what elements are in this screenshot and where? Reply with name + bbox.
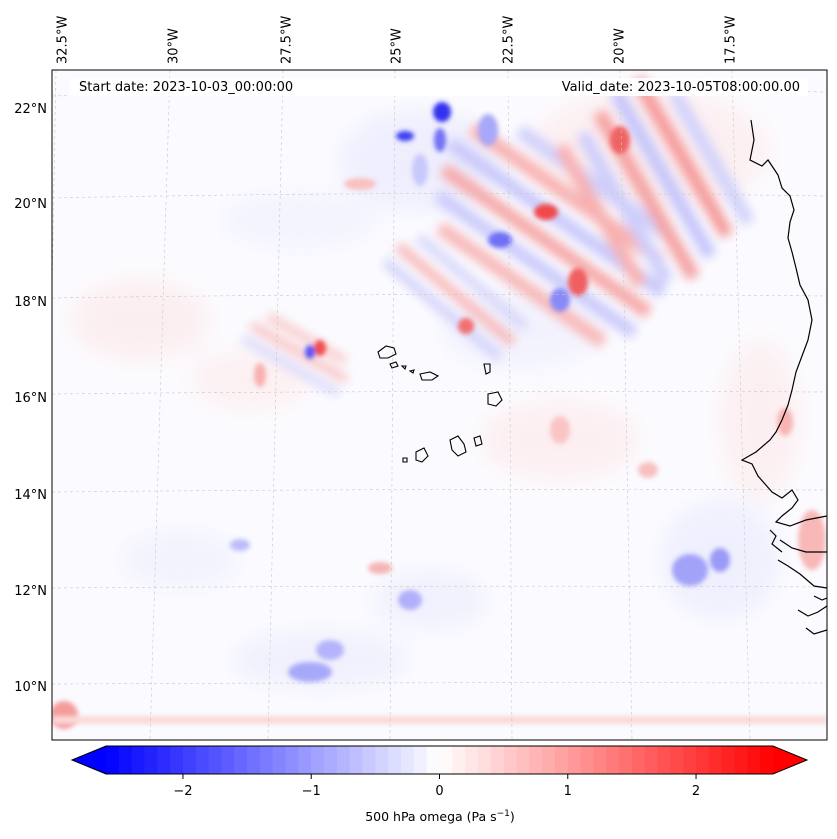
- colorbar-segment: [490, 746, 505, 774]
- colorbar-segment: [529, 746, 543, 774]
- colorbar-segment: [734, 746, 748, 774]
- longitude-label: 17.5°W: [724, 16, 739, 64]
- colorbar-segments: [72, 746, 807, 774]
- longitude-label: 22.5°W: [502, 16, 517, 64]
- longitude-label: 25°W: [390, 28, 405, 64]
- colorbar-segment: [195, 746, 210, 774]
- colorbar-segment: [259, 746, 274, 774]
- colorbar-segment: [375, 746, 389, 774]
- colorbar-segment: [311, 746, 325, 774]
- colorbar-segment: [567, 746, 582, 774]
- colorbar-segment: [157, 746, 171, 774]
- colorbar-segment: [747, 746, 761, 774]
- colorbar-segment: [170, 746, 184, 774]
- colorbar-tick-label: −1: [302, 784, 321, 799]
- longitude-label: 32.5°W: [56, 16, 71, 64]
- colorbar-segment: [388, 746, 402, 774]
- colorbar-segment: [554, 746, 569, 774]
- colorbar-segment: [516, 746, 530, 774]
- colorbar-segment: [631, 746, 646, 774]
- colorbar-segment: [144, 746, 158, 774]
- colorbar-segment: [349, 746, 364, 774]
- colorbar-label-main: 500 hPa omega (Pa s: [365, 809, 496, 824]
- cape-verde-islands: [377, 345, 503, 463]
- colorbar-segment: [362, 746, 376, 774]
- colorbar-segment: [670, 746, 684, 774]
- colorbar-segment: [683, 746, 697, 774]
- latitude-label: 14°N: [14, 488, 47, 503]
- map-panel: Start date: 2023-10-03_00:00:00 Valid_da…: [51, 69, 828, 741]
- colorbar: −2 −1 0 1 2 500 hPa omega (Pa s−1): [70, 745, 809, 824]
- colorbar-segment: [118, 746, 133, 774]
- latitude-labels: 22°N 20°N 18°N 16°N 14°N 12°N 10°N: [14, 102, 47, 695]
- colorbar-label: 500 hPa omega (Pa s−1): [365, 809, 515, 824]
- colorbar-label-end: ): [510, 809, 515, 824]
- colorbar-segment: [452, 746, 466, 774]
- colorbar-extend-low: [72, 746, 106, 774]
- latitude-label: 10°N: [14, 680, 47, 695]
- colorbar-tick-label: 1: [564, 784, 572, 799]
- map-frame: [51, 69, 828, 741]
- colorbar-segment: [234, 746, 248, 774]
- colorbar-outline: [70, 745, 809, 775]
- longitude-label: 27.5°W: [280, 16, 295, 64]
- latitude-label: 12°N: [14, 584, 47, 599]
- colorbar-segment: [619, 746, 633, 774]
- colorbar-segment: [208, 746, 223, 774]
- colorbar-segment: [131, 746, 146, 774]
- colorbar-segment: [426, 746, 441, 774]
- colorbar-segment: [721, 746, 736, 774]
- colorbar-segment: [593, 746, 607, 774]
- omega-field: [52, 70, 827, 740]
- colorbar-label-sup: −1: [497, 809, 510, 819]
- colorbar-segment: [708, 746, 723, 774]
- colorbar-segment: [285, 746, 300, 774]
- colorbar-segment: [503, 746, 518, 774]
- colorbar-segment: [542, 746, 556, 774]
- colorbar-segment: [401, 746, 415, 774]
- latitude-label: 18°N: [14, 295, 47, 310]
- colorbar-segment: [580, 746, 595, 774]
- colorbar-segment: [606, 746, 620, 774]
- start-date-text: Start date: 2023-10-03_00:00:00: [79, 80, 293, 95]
- date-banner: [70, 78, 808, 96]
- colorbar-segment: [696, 746, 710, 774]
- latitude-label: 20°N: [14, 197, 47, 212]
- colorbar-segment: [247, 746, 261, 774]
- colorbar-segment: [657, 746, 671, 774]
- colorbar-tick-label: −2: [173, 784, 192, 799]
- colorbar-segment: [465, 746, 479, 774]
- colorbar-segment: [336, 746, 351, 774]
- longitude-labels: 32.5°W 30°W 27.5°W 25°W 22.5°W 20°W 17.5°W: [56, 16, 739, 64]
- colorbar-segment: [182, 746, 197, 774]
- colorbar-segment: [298, 746, 312, 774]
- colorbar-extend-high: [773, 746, 807, 774]
- longitude-label: 20°W: [613, 28, 628, 64]
- colorbar-segment: [272, 746, 287, 774]
- colorbar-segment: [413, 746, 428, 774]
- colorbar-segment: [439, 746, 453, 774]
- colorbar-segment: [477, 746, 492, 774]
- valid-date-text: Valid_date: 2023-10-05T08:00:00.00: [562, 80, 800, 95]
- latitude-label: 16°N: [14, 391, 47, 406]
- colorbar-tick-label: 2: [692, 784, 700, 799]
- colorbar-tick-label: 0: [435, 784, 443, 799]
- colorbar-segment: [221, 746, 235, 774]
- colorbar-segment: [644, 746, 659, 774]
- latitude-label: 22°N: [14, 102, 47, 117]
- longitude-label: 30°W: [167, 28, 182, 64]
- african-coastline: [740, 119, 827, 635]
- colorbar-segment: [324, 746, 338, 774]
- colorbar-ticks: −2 −1 0 1 2: [173, 774, 700, 799]
- colorbar-segment: [760, 746, 774, 774]
- colorbar-segment: [106, 746, 120, 774]
